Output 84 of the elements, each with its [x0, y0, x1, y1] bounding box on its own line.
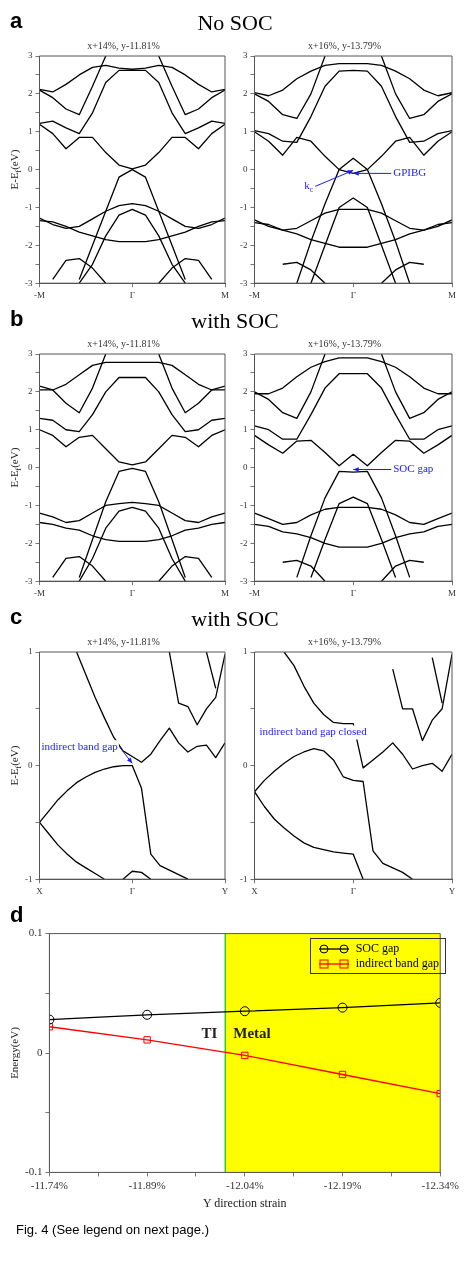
- y-tick-label: -2: [240, 239, 248, 250]
- y-tick-label: 0: [28, 163, 33, 174]
- y-tick-label: 2: [243, 88, 248, 99]
- y-tick-label: -1: [240, 201, 248, 212]
- y-tick-label: 2: [28, 88, 33, 99]
- band-label: Metal: [233, 1024, 271, 1041]
- x-tick-label: -M: [249, 587, 260, 598]
- x-tick-label: -12.19%: [323, 1178, 362, 1191]
- text: a: [10, 8, 23, 34]
- x-tick-label: X: [251, 885, 259, 896]
- y-tick-label: 0: [243, 461, 248, 472]
- x-tick-label: M: [220, 289, 230, 300]
- x-tick-label: -11.89%: [128, 1178, 166, 1191]
- x-tick-label: Γ: [129, 289, 135, 300]
- x-tick-label: Γ: [350, 289, 356, 300]
- y-tick-label: 1: [243, 424, 248, 435]
- annotation: indirect band gap: [41, 740, 119, 753]
- y-axis-title: Energy(eV): [7, 1026, 21, 1079]
- y-tick-label: -3: [240, 575, 248, 586]
- y-tick-label: -3: [25, 575, 33, 586]
- x-tick-label: -M: [34, 587, 45, 598]
- band-label: TI: [201, 1024, 218, 1041]
- annotation: SOC gap: [393, 462, 434, 475]
- chart-title: x+14%, y-11.81%: [87, 39, 160, 51]
- annotation: GPIBG: [393, 166, 427, 179]
- x-tick-label: -M: [34, 289, 45, 300]
- y-tick-label: 0: [36, 1045, 43, 1058]
- text: c: [10, 604, 23, 630]
- chart-subtitle: with SOC: [191, 308, 279, 333]
- y-tick-label: 1: [243, 126, 248, 137]
- chart-title: x+14%, y-11.81%: [87, 337, 160, 349]
- x-tick-label: M: [447, 587, 457, 598]
- y-tick-label: -3: [25, 277, 33, 288]
- y-tick-label: 3: [28, 50, 33, 61]
- x-tick-label: Γ: [350, 885, 356, 896]
- y-tick-label: -3: [240, 277, 248, 288]
- legend-label: indirect band gap: [355, 956, 439, 971]
- y-tick-label: -1: [25, 499, 33, 510]
- chart-title: x+16%, y-13.79%: [307, 337, 382, 349]
- y-tick-label: -1: [25, 201, 33, 212]
- x-tick-label: -12.34%: [421, 1178, 459, 1191]
- y-tick-label: 3: [243, 50, 248, 61]
- y-tick-label: -2: [25, 239, 33, 250]
- x-axis-title: Y direction strain: [203, 1195, 287, 1210]
- x-tick-label: Γ: [129, 885, 135, 896]
- chart-title: x+14%, y-11.81%: [87, 635, 160, 647]
- x-tick-label: Γ: [350, 587, 356, 598]
- text: b: [10, 306, 24, 332]
- y-tick-label: 3: [243, 348, 248, 359]
- x-tick-label: M: [220, 587, 230, 598]
- y-tick-label: 0: [243, 759, 248, 770]
- x-tick-label: -12.04%: [226, 1178, 264, 1191]
- x-tick-label: X: [36, 885, 44, 896]
- legend-label: SOC gap: [355, 941, 400, 956]
- x-tick-label: -M: [249, 289, 260, 300]
- chart-subtitle: with SOC: [191, 606, 279, 631]
- annotation: indirect band gap closed: [259, 725, 368, 738]
- text: d: [10, 902, 24, 928]
- y-tick-label: 3: [28, 348, 33, 359]
- y-tick-label: -1: [240, 499, 248, 510]
- x-tick-label: Y: [221, 885, 229, 896]
- y-tick-label: -2: [240, 537, 248, 548]
- y-tick-label: 1: [28, 424, 33, 435]
- y-tick-label: 2: [28, 386, 33, 397]
- y-tick-label: 1: [243, 646, 248, 657]
- caption: Fig. 4 (See legend on next page.): [16, 1222, 210, 1237]
- x-tick-label: M: [447, 289, 457, 300]
- y-tick-label: -0.1: [24, 1165, 43, 1178]
- y-tick-label: -1: [25, 873, 33, 884]
- y-tick-label: -1: [240, 873, 248, 884]
- y-tick-label: 2: [243, 386, 248, 397]
- chart-title: x+16%, y-13.79%: [307, 635, 382, 647]
- y-tick-label: 1: [28, 646, 33, 657]
- x-tick-label: Γ: [129, 587, 135, 598]
- y-tick-label: -2: [25, 537, 33, 548]
- y-tick-label: 0: [28, 759, 33, 770]
- chart-subtitle: No SOC: [197, 10, 273, 35]
- y-tick-label: 0: [243, 163, 248, 174]
- x-tick-label: -11.74%: [30, 1178, 68, 1191]
- chart-title: x+16%, y-13.79%: [307, 39, 382, 51]
- y-tick-label: 0.1: [28, 926, 43, 939]
- x-tick-label: Y: [448, 885, 456, 896]
- y-tick-label: 0: [28, 461, 33, 472]
- y-tick-label: 1: [28, 126, 33, 137]
